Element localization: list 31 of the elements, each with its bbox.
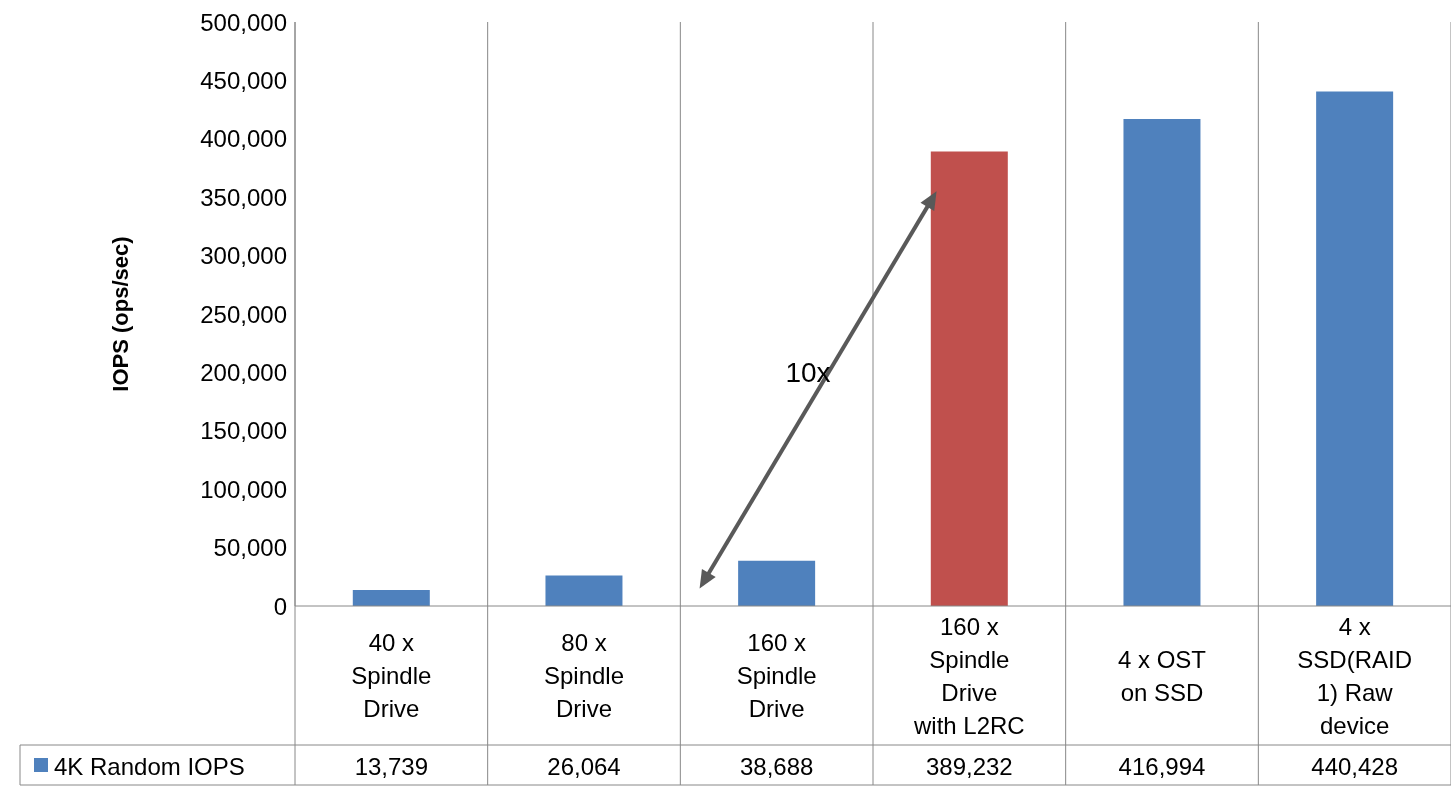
- data-label: 416,994: [1118, 752, 1206, 780]
- data-label: 389,232: [925, 752, 1013, 780]
- x-tick-label: 4 x OST on SSD: [1117, 645, 1207, 706]
- data-label: 440,428: [1311, 752, 1399, 780]
- x-tick-label: 160 x Spindle Drive: [736, 629, 817, 722]
- y-tick-label: 250,000: [200, 300, 287, 328]
- data-label: 13,739: [354, 752, 429, 780]
- bar: [352, 589, 430, 606]
- x-tick-label: 4 x SSD(RAID 1) Raw device: [1297, 612, 1413, 739]
- annotation: 10x: [785, 356, 831, 388]
- y-tick-label: 500,000: [200, 8, 287, 36]
- y-tick-label: 100,000: [200, 475, 287, 503]
- bar: [738, 560, 816, 606]
- y-tick-label: 300,000: [200, 242, 287, 270]
- y-tick-label: 400,000: [200, 125, 287, 153]
- y-tick-label: 0: [273, 592, 287, 620]
- x-tick-label: 160 x Spindle Drive with L2RC: [912, 612, 1025, 739]
- y-tick-label: 450,000: [200, 66, 287, 94]
- legend-label: 4K Random IOPS: [54, 752, 245, 780]
- y-axis-title: IOPS (ops/sec): [107, 236, 133, 392]
- data-label: 26,064: [547, 752, 621, 780]
- bar: [545, 575, 623, 606]
- bar: [1316, 91, 1394, 606]
- data-label: 38,688: [739, 752, 814, 780]
- y-tick-label: 350,000: [200, 183, 287, 211]
- y-tick-label: 200,000: [200, 358, 287, 386]
- bar: [1123, 118, 1201, 606]
- y-tick-label: 150,000: [200, 417, 287, 445]
- y-tick-label: 50,000: [213, 534, 287, 562]
- x-tick-label: 80 x Spindle Drive: [543, 629, 625, 722]
- x-tick-label: 40 x Spindle Drive: [351, 629, 432, 722]
